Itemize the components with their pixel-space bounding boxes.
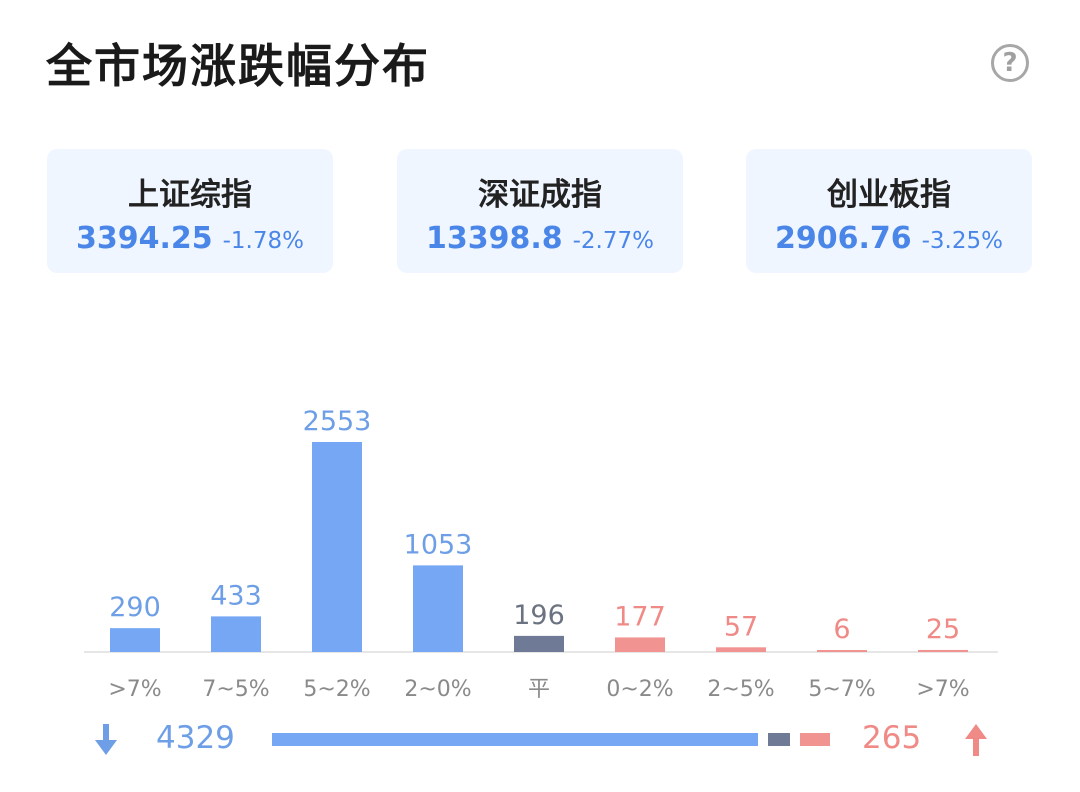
index-card-shenzhen[interactable]: 深证成指 13398.8 -2.77% bbox=[397, 149, 683, 273]
bar-4[interactable] bbox=[514, 635, 564, 652]
bar-5[interactable] bbox=[615, 637, 665, 652]
flat-ratio-bar bbox=[768, 733, 791, 746]
up-ratio-bar bbox=[800, 733, 830, 746]
bar-0[interactable] bbox=[110, 628, 160, 652]
x-tick-label: 5~7% bbox=[808, 677, 875, 702]
index-price: 2906.76 bbox=[774, 221, 912, 256]
arrow-up-icon bbox=[965, 724, 987, 756]
arrow-down-icon bbox=[95, 724, 117, 755]
page-title: 全市场涨跌幅分布 bbox=[46, 39, 430, 93]
bar-value-label: 2553 bbox=[303, 406, 372, 437]
bar-7[interactable] bbox=[817, 650, 867, 652]
bar-value-label: 25 bbox=[926, 614, 960, 645]
index-name: 深证成指 bbox=[478, 177, 602, 213]
bar-value-label: 196 bbox=[513, 600, 565, 631]
x-tick-label: 2~0% bbox=[404, 677, 471, 702]
question-circle-icon[interactable]: ? bbox=[991, 44, 1029, 82]
index-name: 创业板指 bbox=[827, 177, 951, 213]
x-tick-label: 平 bbox=[528, 677, 550, 702]
bar-value-label: 1053 bbox=[404, 529, 473, 560]
up-total: 265 bbox=[862, 720, 922, 756]
bar-value-label: 433 bbox=[210, 580, 262, 611]
x-tick-label: >7% bbox=[108, 677, 161, 702]
bar-1[interactable] bbox=[211, 616, 261, 652]
bar-2[interactable] bbox=[312, 442, 362, 652]
index-name: 上证综指 bbox=[128, 177, 252, 213]
down-total: 4329 bbox=[156, 720, 235, 756]
index-price: 13398.8 bbox=[425, 221, 563, 256]
x-tick-label: >7% bbox=[916, 677, 969, 702]
bar-value-label: 6 bbox=[833, 614, 850, 645]
x-tick-label: 2~5% bbox=[707, 677, 774, 702]
bar-6[interactable] bbox=[716, 647, 766, 652]
bar-3[interactable] bbox=[413, 565, 463, 652]
index-change: -1.78% bbox=[222, 228, 304, 254]
index-change: -2.77% bbox=[572, 228, 654, 254]
distribution-chart: 290 >7% 433 7~5% 2553 5~2% 1053 2~0% 196 平 177 0~2%… bbox=[84, 406, 998, 702]
index-card-chinext[interactable]: 创业板指 2906.76 -3.25% bbox=[746, 149, 1032, 273]
down-ratio-bar bbox=[272, 733, 759, 746]
bar-value-label: 177 bbox=[614, 601, 666, 632]
bar-value-label: 290 bbox=[109, 592, 161, 623]
index-card-shanghai[interactable]: 上证综指 3394.25 -1.78% bbox=[47, 149, 333, 273]
x-tick-label: 0~2% bbox=[606, 677, 673, 702]
index-change: -3.25% bbox=[921, 228, 1003, 254]
x-tick-label: 7~5% bbox=[202, 677, 269, 702]
index-price: 3394.25 bbox=[75, 221, 213, 256]
x-tick-label: 5~2% bbox=[303, 677, 370, 702]
bar-8[interactable] bbox=[918, 649, 968, 652]
bar-value-label: 57 bbox=[724, 611, 758, 642]
